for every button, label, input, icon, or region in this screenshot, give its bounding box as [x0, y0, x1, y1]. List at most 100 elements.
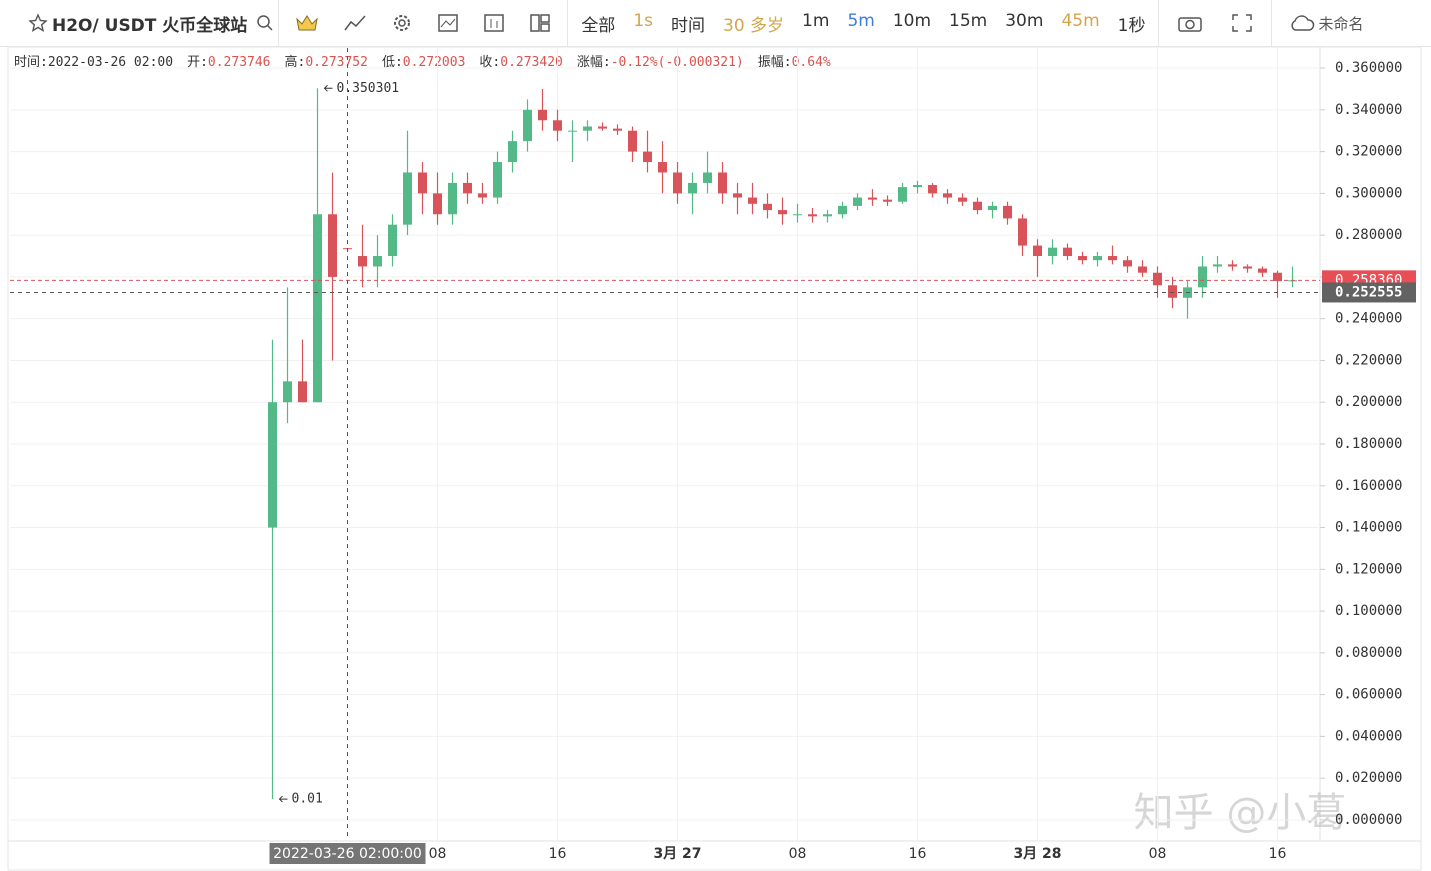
symbol[interactable]: H2O/ USDT 火币全球站	[52, 15, 248, 36]
x-tick-label: 3月 27	[653, 846, 701, 862]
candle-body	[958, 197, 967, 202]
cloud-icon[interactable]	[1288, 13, 1316, 33]
candle-body	[838, 205, 847, 215]
interval-button[interactable]: 1s	[633, 10, 653, 31]
interval-button[interactable]: 45m	[1061, 10, 1100, 31]
candle-body	[1168, 285, 1177, 298]
y-tick-label: 0.240000	[1335, 311, 1402, 327]
y-tick-label: 0.120000	[1335, 561, 1402, 577]
annotation-arrow	[323, 84, 333, 92]
separator	[567, 0, 569, 46]
y-tick-label: 0.060000	[1335, 687, 1402, 703]
candle-body	[913, 185, 922, 188]
intervals: 1s 时间 30 多岁 1m 5m 10m 15m 30m 45m 1秒	[624, 11, 1154, 36]
y-tick-label: 0.000000	[1335, 812, 1402, 828]
candle-body	[1243, 266, 1252, 269]
candle-body	[1108, 256, 1117, 261]
candle-body	[1138, 266, 1147, 273]
candle-body	[853, 197, 862, 206]
x-tick-label: 16	[549, 846, 567, 862]
info-label: 振幅:	[757, 55, 792, 70]
camera-icon[interactable]	[1177, 13, 1203, 33]
fullscreen-icon[interactable]	[1231, 13, 1253, 33]
candle-body	[283, 381, 292, 403]
candle-body	[418, 172, 427, 194]
annotation-arrow	[278, 795, 288, 803]
candle-body	[763, 203, 772, 211]
y-tick-label: 0.080000	[1335, 645, 1402, 661]
candle-body	[298, 381, 307, 403]
candle-body	[793, 214, 802, 216]
candle-body	[673, 172, 682, 194]
y-tick-label: 0.140000	[1335, 520, 1402, 536]
candle-body	[868, 197, 877, 200]
candle-body	[538, 109, 547, 121]
candle-body	[943, 193, 952, 198]
settings-icon[interactable]	[391, 12, 413, 34]
candle-body	[313, 214, 322, 403]
interval-button[interactable]: 10m	[892, 10, 932, 31]
info-value: 0.272003	[402, 55, 466, 70]
candle-body	[478, 193, 487, 198]
interval-button[interactable]: 1秒	[1117, 15, 1146, 36]
candle-body	[703, 172, 712, 183]
candle-body	[1003, 205, 1012, 219]
indicator-icon[interactable]	[343, 13, 367, 33]
interval-button[interactable]: 1m	[802, 10, 830, 31]
y-tick-label: 0.040000	[1335, 728, 1402, 744]
x-tick-label: 3月 28	[1013, 846, 1061, 862]
toolbar: H2O/ USDT 火币全球站 全部 1s 时间 30 多岁 1m 5m 10m 15m 30…	[0, 0, 1431, 47]
candle-body	[1198, 266, 1207, 288]
search-icon[interactable]	[256, 14, 274, 32]
interval-button[interactable]: 30 多岁	[723, 15, 785, 36]
candle-body	[358, 256, 367, 267]
candle-body	[898, 187, 907, 202]
candle-body	[598, 126, 607, 129]
candle-body	[823, 214, 832, 217]
candle-body	[973, 201, 982, 211]
crosshair-price-label: 0.252555	[1335, 284, 1402, 300]
crown-icon[interactable]	[295, 13, 319, 33]
y-tick-label: 0.280000	[1335, 227, 1402, 243]
candle-body	[733, 193, 742, 198]
layout-name[interactable]: 未命名	[1318, 14, 1364, 33]
interval-button[interactable]: 时间	[671, 15, 705, 36]
info-value: 0.273752	[305, 55, 368, 70]
candle-body	[1048, 247, 1057, 257]
candle-body	[448, 182, 457, 215]
candle-body	[508, 141, 517, 163]
candle-body	[1123, 260, 1132, 267]
info-value: 2022-03-26 02:00	[47, 55, 174, 70]
candle-body	[748, 197, 757, 204]
candle-body	[1213, 264, 1222, 267]
x-tick-label: 08	[1149, 846, 1167, 862]
candle-body	[433, 193, 442, 215]
bars-icon[interactable]	[483, 13, 505, 33]
candle-body	[1093, 256, 1102, 261]
candle-body	[523, 109, 532, 142]
y-tick-label: 0.360000	[1335, 60, 1402, 76]
candle-body	[1033, 245, 1042, 257]
range-select[interactable]: 全部	[581, 15, 616, 36]
layout-icon[interactable]	[529, 13, 551, 33]
candle-body	[613, 128, 622, 131]
candle-body	[403, 172, 412, 225]
y-tick-label: 0.300000	[1335, 185, 1402, 201]
template-icon[interactable]	[437, 13, 459, 33]
annotation-label: 0.350301	[337, 81, 400, 96]
interval-button[interactable]: 30m	[1005, 10, 1044, 31]
separator	[278, 0, 280, 46]
star-icon[interactable]	[28, 13, 48, 33]
candle-body	[1228, 264, 1237, 267]
crosshair-time-label: 2022-03-26 02:00:00	[273, 846, 422, 862]
candle-body	[268, 402, 277, 528]
candle-body	[1018, 218, 1027, 246]
info-label: 收:	[479, 55, 501, 70]
interval-button[interactable]: 15m	[949, 10, 988, 31]
candle-body	[928, 185, 937, 194]
watermark: 知乎 @小葛	[1134, 790, 1347, 836]
y-tick-label: 0.180000	[1335, 436, 1402, 452]
interval-button[interactable]: 5m	[847, 10, 875, 31]
